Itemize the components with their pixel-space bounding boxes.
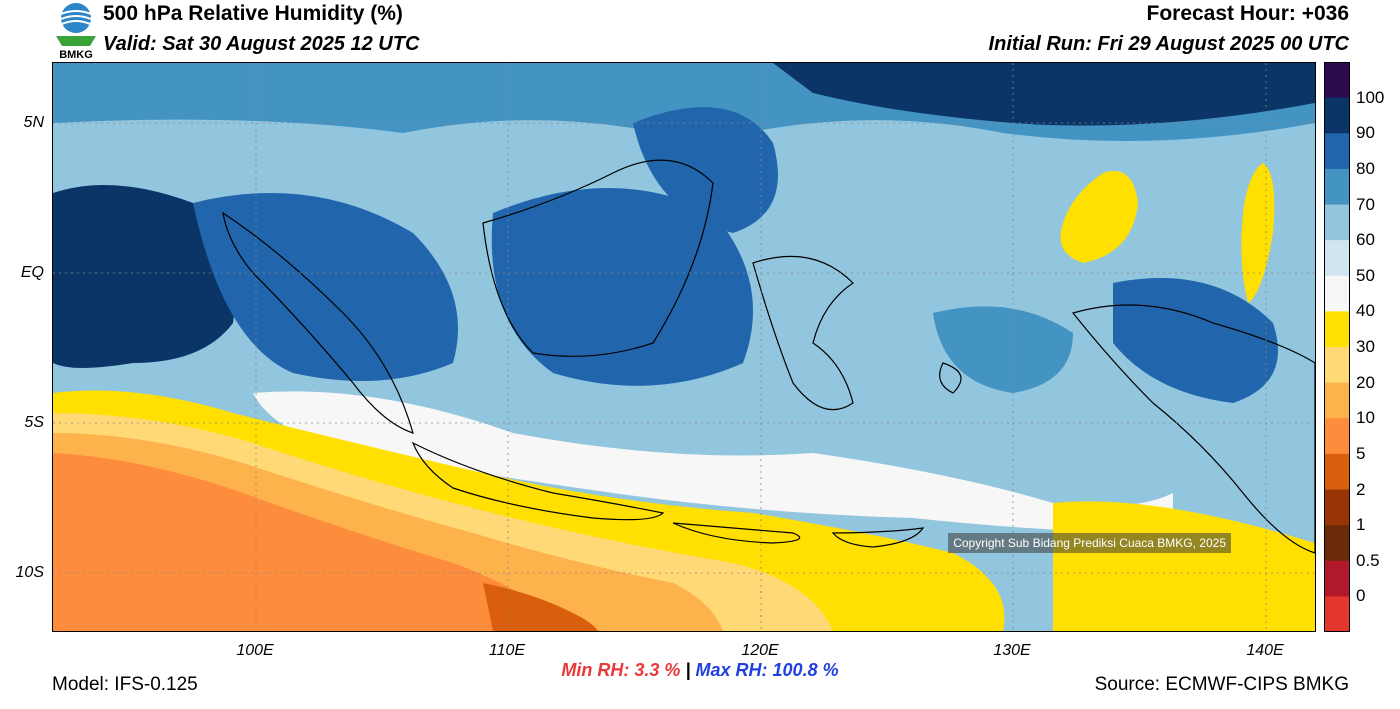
lon-label-130e: 130E xyxy=(993,642,1031,659)
colorbar xyxy=(1324,62,1350,632)
colorbar-label: 20 xyxy=(1356,372,1375,392)
stats-separator: | xyxy=(685,660,691,680)
colorbar-swatch xyxy=(1324,560,1350,597)
colorbar-swatch xyxy=(1324,204,1350,241)
colorbar-label: 10 xyxy=(1356,408,1375,428)
colorbar-label: 90 xyxy=(1356,123,1375,143)
min-rh-value: 3.3 % xyxy=(634,660,681,680)
colorbar-swatch xyxy=(1324,62,1350,99)
colorbar-swatch xyxy=(1324,275,1350,312)
colorbar-swatch xyxy=(1324,240,1350,277)
lat-label-5n: 5N xyxy=(23,114,44,131)
colorbar-label: 50 xyxy=(1356,265,1375,285)
lon-label-100e: 100E xyxy=(236,642,274,659)
humidity-map: Copyright Sub Bidang Prediksi Cuaca BMKG… xyxy=(52,62,1316,632)
forecast-hour: Forecast Hour: +036 xyxy=(1146,2,1350,25)
logo-text: BMKG xyxy=(59,49,93,60)
colorbar-swatch xyxy=(1324,168,1350,205)
lat-label-5s: 5S xyxy=(24,414,44,431)
max-rh-label: Max RH: xyxy=(695,660,768,680)
rh-stats: Min RH: 3.3 % | Max RH: 100.8 % xyxy=(0,660,1400,681)
colorbar-label: 1 xyxy=(1356,515,1366,535)
colorbar-swatch xyxy=(1324,97,1350,134)
colorbar-label: 30 xyxy=(1356,337,1375,356)
colorbar-label: 100 xyxy=(1356,87,1385,107)
valid-time: Valid: Sat 30 August 2025 12 UTC xyxy=(103,33,420,55)
colorbar-swatch xyxy=(1324,133,1350,170)
colorbar-label: 80 xyxy=(1356,158,1375,178)
colorbar-swatch xyxy=(1324,525,1350,562)
colorbar-swatch xyxy=(1324,596,1350,632)
colorbar-label: 40 xyxy=(1356,301,1375,321)
colorbar-label: 5 xyxy=(1356,443,1366,463)
colorbar-swatch xyxy=(1324,489,1350,526)
model-label: Model: IFS-0.125 xyxy=(52,674,198,695)
lon-label-110e: 110E xyxy=(488,642,526,659)
initial-run: Initial Run: Fri 29 August 2025 00 UTC xyxy=(988,33,1349,55)
copyright-notice: Copyright Sub Bidang Prediksi Cuaca BMKG… xyxy=(948,533,1231,553)
source-label: Source: ECMWF-CIPS BMKG xyxy=(1094,674,1349,695)
max-rh-value: 100.8 % xyxy=(772,660,839,680)
lat-label-10s: 10S xyxy=(15,564,44,581)
colorbar-swatch xyxy=(1324,453,1350,490)
colorbar-swatch xyxy=(1324,382,1350,419)
lon-label-140e: 140E xyxy=(1246,642,1284,659)
colorbar-label: 2 xyxy=(1356,479,1366,499)
colorbar-swatch xyxy=(1324,418,1350,455)
colorbar-swatch xyxy=(1324,347,1350,384)
bmkg-logo: BMKG xyxy=(52,2,100,61)
colorbar-swatch xyxy=(1324,311,1350,348)
lon-label-120e: 120E xyxy=(741,642,779,659)
map-title: 500 hPa Relative Humidity (%) xyxy=(103,2,403,25)
colorbar-label: 0.5 xyxy=(1356,550,1380,570)
colorbar-label: 70 xyxy=(1356,194,1375,214)
min-rh-label: Min RH: xyxy=(561,660,630,680)
colorbar-label: 0 xyxy=(1356,586,1366,606)
lat-label-eq: EQ xyxy=(20,264,44,281)
colorbar-label: 60 xyxy=(1356,230,1375,250)
